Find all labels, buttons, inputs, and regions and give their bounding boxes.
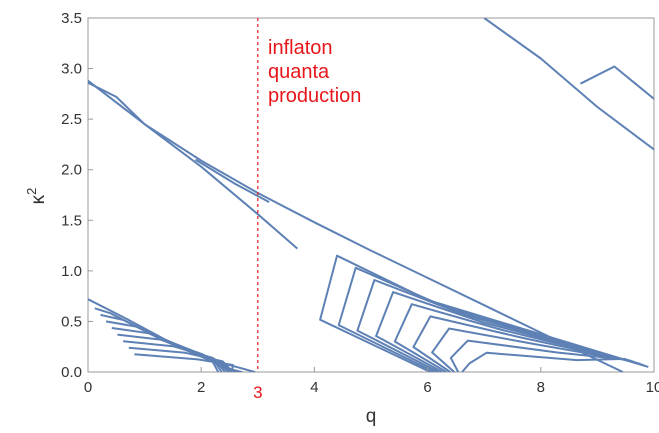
contour-band-lower [134, 353, 243, 372]
contour-band-upper [194, 158, 270, 203]
contour-band-lower [111, 327, 230, 372]
x-axis-title: q [366, 406, 377, 427]
contour-line-3 [88, 298, 256, 372]
y-tick-label: 1.5 [61, 212, 82, 229]
contour-band-middle [356, 279, 643, 372]
x-tick-label: 10 [646, 379, 659, 396]
annotation-line-1: inflaton [268, 37, 333, 59]
marker-label: 3 [253, 383, 262, 402]
q-marker: 3 [253, 18, 263, 402]
contour-band-right [579, 65, 654, 100]
x-tick-label: 4 [310, 379, 318, 396]
contour-line-4 [483, 18, 654, 151]
annotation-line-3: production [268, 85, 361, 107]
x-tick-label: 0 [84, 379, 92, 396]
y-axis-title-base: κ [28, 194, 49, 204]
contour-band-middle [319, 254, 649, 372]
y-tick-label: 3.0 [61, 61, 82, 78]
contour-band-middle [461, 351, 626, 372]
plot-frame [87, 17, 655, 373]
y-axis-title-superscript: 2 [24, 188, 39, 195]
x-tick-label: 2 [197, 379, 205, 396]
x-tick-label: 8 [537, 379, 545, 396]
axis-ticks: 0 2 4 6 8 10 0.0 0.5 1.0 1.5 2.0 2.5 3.0 3.5 [61, 10, 659, 396]
y-tick-label: 0.5 [61, 313, 82, 330]
contour-line-2 [88, 81, 299, 250]
contour-band-middle [393, 303, 638, 372]
contour-band-middle [431, 327, 632, 372]
contour-line-1 [88, 79, 624, 372]
contour-band-middle [412, 315, 635, 372]
annotation-line-2: quanta [268, 61, 330, 83]
y-tick-label: 3.5 [61, 10, 82, 27]
x-tick-label: 6 [423, 379, 431, 396]
annotation-text: inflaton quanta production [268, 37, 361, 107]
contour-band-middle [449, 339, 629, 372]
y-tick-label: 1.0 [61, 263, 82, 280]
y-tick-label: 0.0 [61, 364, 82, 381]
y-tick-label: 2.0 [61, 162, 82, 179]
y-tick-label: 2.5 [61, 111, 82, 128]
contour-lines [88, 18, 654, 372]
y-axis-title: κ2 [24, 188, 49, 205]
contour-band-middle [375, 291, 641, 372]
contour-band-middle [337, 266, 646, 372]
